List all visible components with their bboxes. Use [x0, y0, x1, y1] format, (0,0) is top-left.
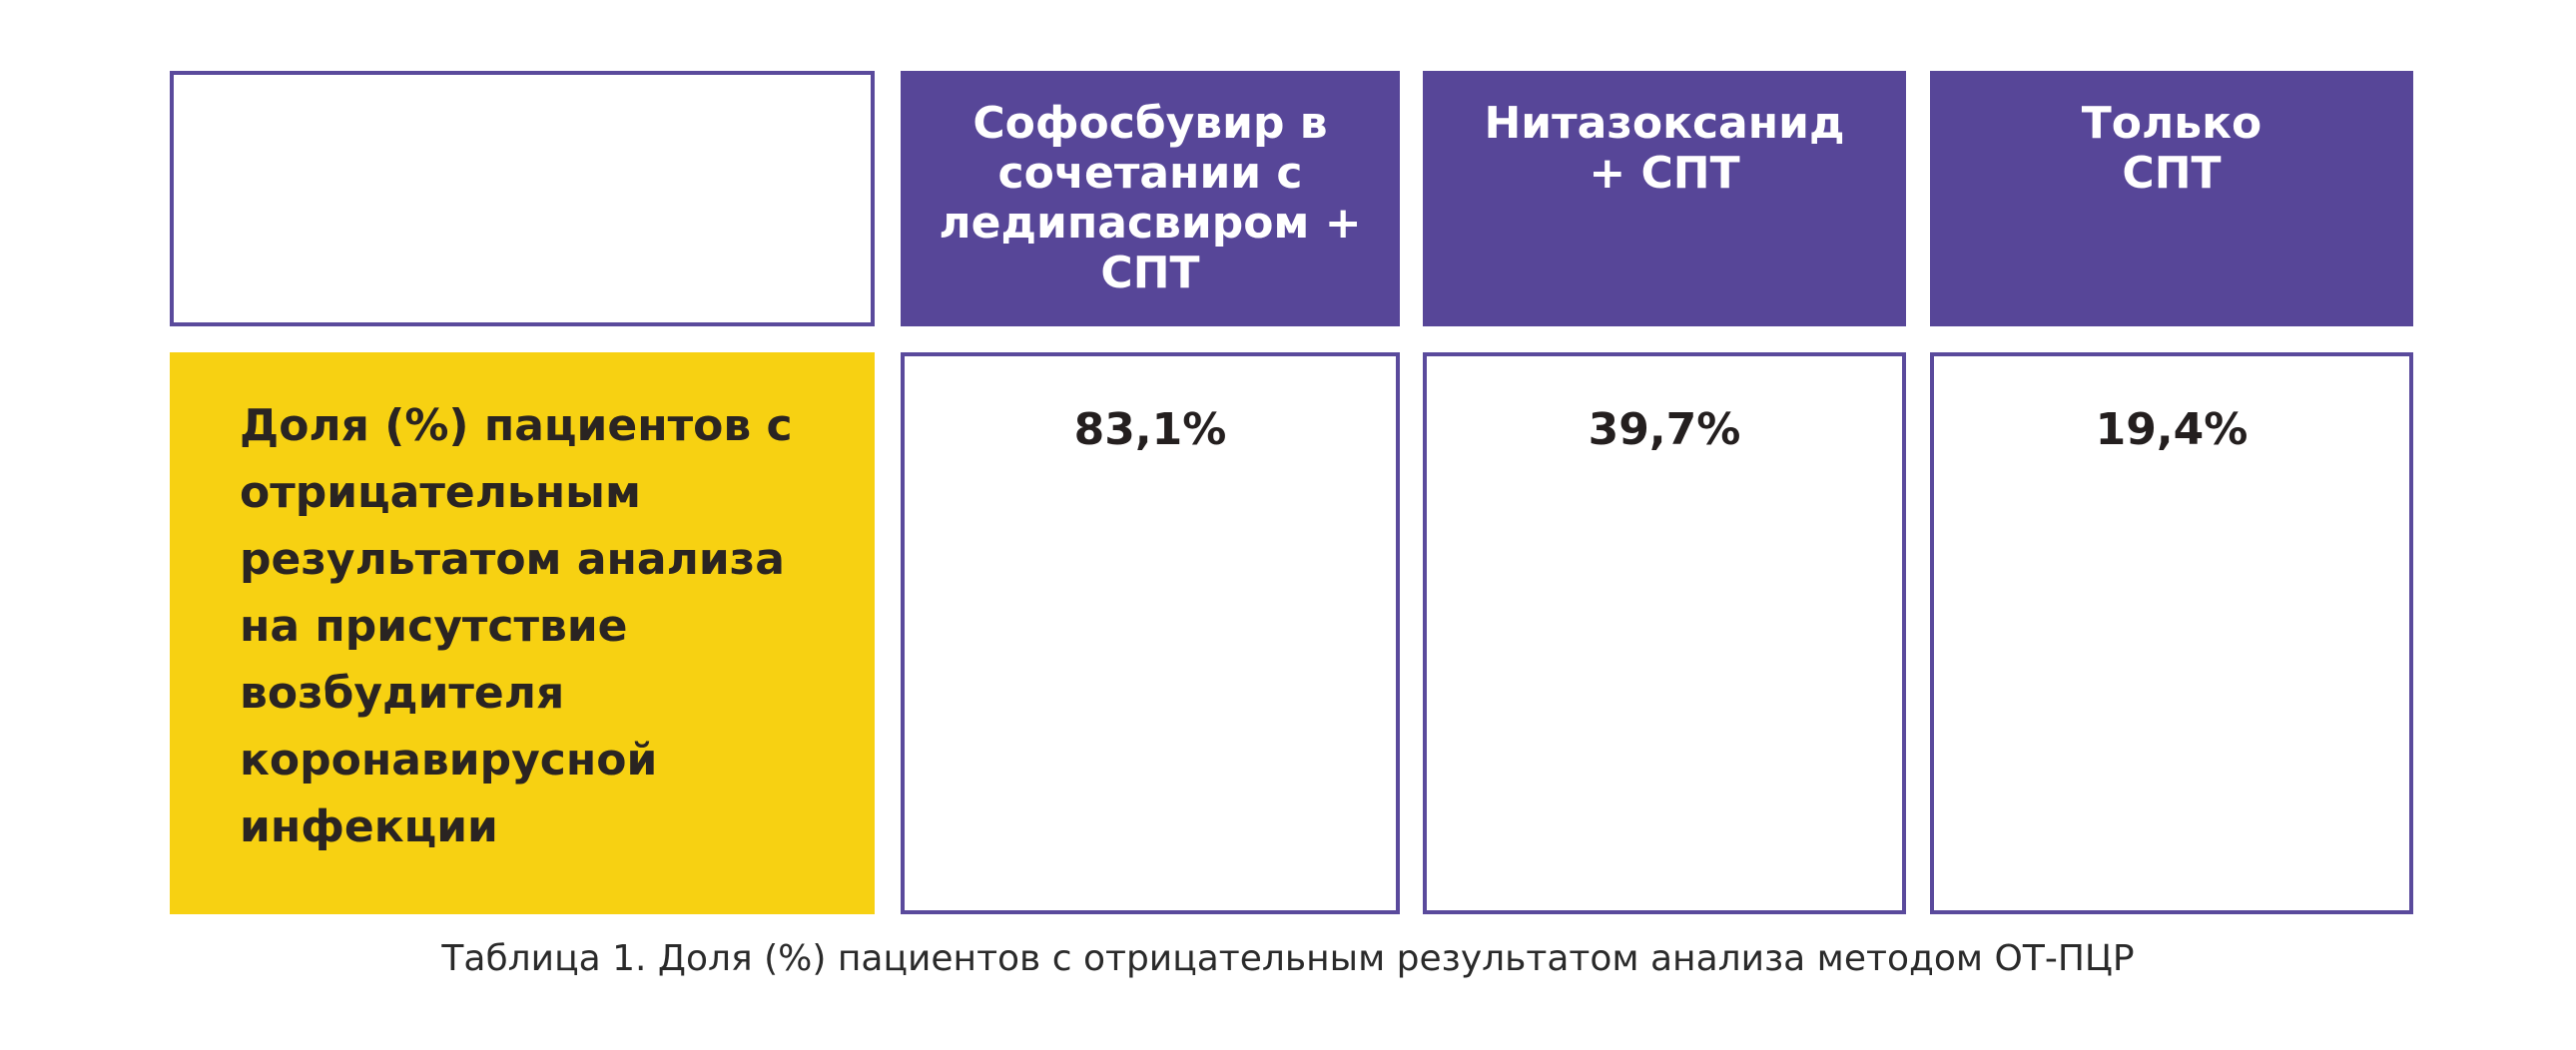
column-header-spt-only: Только СПТ	[1930, 71, 2413, 326]
row-label-negative-share: Доля (%) пациентов с отрицательным резул…	[170, 352, 875, 914]
empty-corner-cell	[170, 71, 875, 326]
value-spt-only: 19,4%	[1930, 352, 2413, 914]
value-sofosbuvir: 83,1%	[901, 352, 1400, 914]
value-nitazoxanide: 39,7%	[1423, 352, 1906, 914]
column-header-nitazoxanide: Нитазоксанид + СПТ	[1423, 71, 1906, 326]
table-caption: Таблица 1. Доля (%) пациентов с отрицате…	[441, 938, 2135, 979]
column-header-sofosbuvir: Софосбувир в сочетании с ледипасвиром + …	[901, 71, 1400, 326]
